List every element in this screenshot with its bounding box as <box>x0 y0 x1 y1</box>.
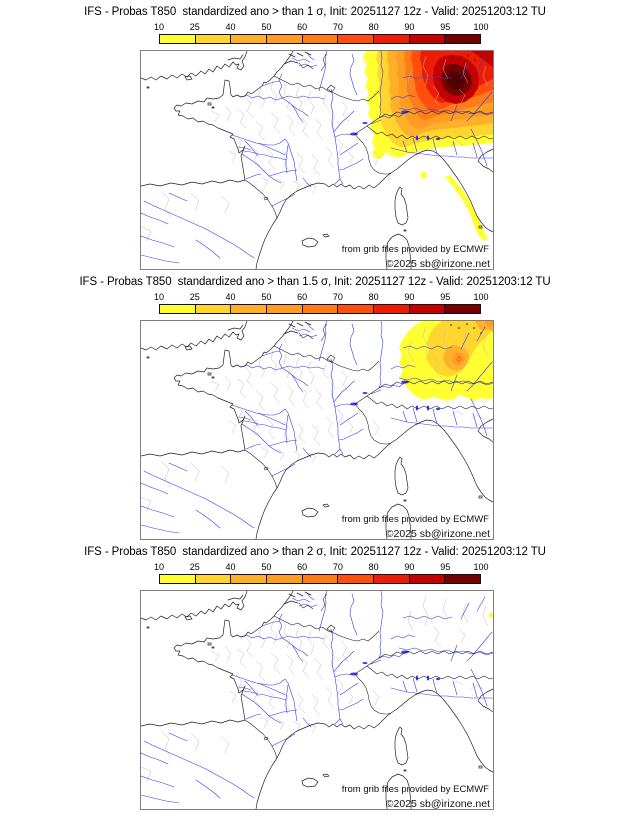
colorbar-tick-label: 60 <box>297 292 308 302</box>
colorbar-tick-label: 25 <box>189 562 200 572</box>
colorbar-segment <box>302 575 339 583</box>
colorbar-segment <box>231 305 268 313</box>
colorbar-tick-label: 50 <box>261 562 272 572</box>
colorbar-segment <box>267 305 303 313</box>
colorbar-tick-label: 80 <box>368 22 379 32</box>
map-canvas: from grib files provided by ECMWF ©2025 … <box>141 51 493 269</box>
probability-overlay <box>399 321 493 401</box>
max-probability-core <box>447 72 465 90</box>
colorbar-tick-label: 95 <box>440 22 451 32</box>
colorbar-segment <box>409 35 446 43</box>
colorbar-tick-label: 25 <box>189 292 200 302</box>
colorbar-segment <box>231 575 268 583</box>
panel-sigma-2: IFS - Probas T850 standardized ano > tha… <box>0 540 630 810</box>
colorbar-tick-label: 50 <box>261 22 272 32</box>
colorbar-segment <box>445 575 481 583</box>
panel-title: IFS - Probas T850 standardized ano > tha… <box>84 546 546 558</box>
colorbar-segment <box>338 305 375 313</box>
colorbar-tick-label: 10 <box>153 562 165 572</box>
speckles <box>452 55 483 67</box>
map-canvas: from grib files provided by ECMWF ©2025 … <box>141 591 493 809</box>
colorbar-tick-label: 60 <box>297 562 308 572</box>
liguria-yellow-strip <box>445 175 488 241</box>
map-france-sigma-1-5: from grib files provided by ECMWF ©2025 … <box>140 320 494 540</box>
colorbar-tick-label: 80 <box>368 562 379 572</box>
speckles <box>450 323 482 334</box>
copyright: ©2025 sb@irizone.net <box>386 798 490 809</box>
colorbar-segment <box>445 305 481 313</box>
colorbar: 10 25 40 50 60 70 80 90 95 100 <box>154 562 489 584</box>
colorbar-segment <box>195 575 232 583</box>
colorbar-segment <box>409 305 446 313</box>
colorbar-tick-label: 25 <box>189 22 200 32</box>
colorbar-segment <box>267 575 303 583</box>
colorbar-segment <box>374 305 410 313</box>
colorbar-tick-label: 10 <box>153 22 165 32</box>
colorbar-tick-label: 60 <box>297 22 308 32</box>
colorbar-segment <box>409 575 446 583</box>
colorbar-tick-label: 40 <box>225 562 236 572</box>
ecmwf-credit: from grib files provided by ECMWF <box>342 244 489 255</box>
colorbar-ticks: 10 25 40 50 60 70 80 90 95 100 <box>154 22 489 33</box>
colorbar-tick-label: 95 <box>440 292 451 302</box>
colorbar-segment <box>445 35 481 43</box>
colorbar-segment <box>195 305 232 313</box>
colorbar-tick-label: 80 <box>368 292 379 302</box>
colorbar-tick-label: 90 <box>404 292 415 302</box>
panel-sigma-1-5: IFS - Probas T850 standardized ano > tha… <box>0 270 630 540</box>
colorbar-scale <box>159 34 481 44</box>
ecmwf-credit: from grib files provided by ECMWF <box>342 514 489 525</box>
colorbar-ticks: 10 25 40 50 60 70 80 90 95 100 <box>154 562 489 573</box>
colorbar-segment <box>338 575 375 583</box>
colorbar-tick-label: 100 <box>473 22 489 32</box>
colorbar-segment <box>160 575 196 583</box>
colorbar-tick-label: 50 <box>261 292 272 302</box>
colorbar-segment <box>338 35 375 43</box>
colorbar-tick-label: 90 <box>404 562 415 572</box>
colorbar-ticks: 10 25 40 50 60 70 80 90 95 100 <box>154 292 489 303</box>
colorbar-tick-label: 10 <box>153 292 165 302</box>
colorbar-segment <box>267 35 303 43</box>
panel-title: IFS - Probas T850 standardized ano > tha… <box>84 6 546 18</box>
copyright: ©2025 sb@irizone.net <box>386 528 490 539</box>
colorbar-segment <box>302 35 339 43</box>
colorbar-segment <box>302 305 339 313</box>
colorbar-tick-label: 95 <box>440 562 451 572</box>
colorbar: 10 25 40 50 60 70 80 90 95 100 <box>154 22 489 44</box>
colorbar-tick-label: 90 <box>404 22 415 32</box>
colorbar: 10 25 40 50 60 70 80 90 95 100 <box>154 292 489 314</box>
colorbar-segment <box>160 35 196 43</box>
colorbar-segment <box>195 35 232 43</box>
ecmwf-credit: from grib files provided by ECMWF <box>342 784 489 795</box>
probability-overlay <box>363 51 493 241</box>
colorbar-scale <box>159 304 481 314</box>
map-france-sigma-1: from grib files provided by ECMWF ©2025 … <box>140 50 494 270</box>
panel-title: IFS - Probas T850 standardized ano > tha… <box>79 276 551 288</box>
colorbar-scale <box>159 574 481 584</box>
colorbar-tick-label: 70 <box>332 22 343 32</box>
colorbar-tick-label: 40 <box>225 22 236 32</box>
panel-sigma-1: IFS - Probas T850 standardized ano > tha… <box>0 0 630 270</box>
colorbar-tick-label: 100 <box>473 292 489 302</box>
basemap <box>141 591 493 809</box>
colorbar-segment <box>374 575 410 583</box>
copyright: ©2025 sb@irizone.net <box>386 258 490 269</box>
colorbar-tick-label: 70 <box>332 562 343 572</box>
small-probability-spot <box>488 612 493 618</box>
colorbar-segment <box>160 305 196 313</box>
colorbar-tick-label: 100 <box>473 562 489 572</box>
probability-overlay <box>488 612 493 618</box>
colorbar-tick-label: 40 <box>225 292 236 302</box>
colorbar-tick-label: 70 <box>332 292 343 302</box>
colorbar-segment <box>374 35 410 43</box>
map-canvas: from grib files provided by ECMWF ©2025 … <box>141 321 493 539</box>
map-france-sigma-2: from grib files provided by ECMWF ©2025 … <box>140 590 494 810</box>
colorbar-segment <box>231 35 268 43</box>
